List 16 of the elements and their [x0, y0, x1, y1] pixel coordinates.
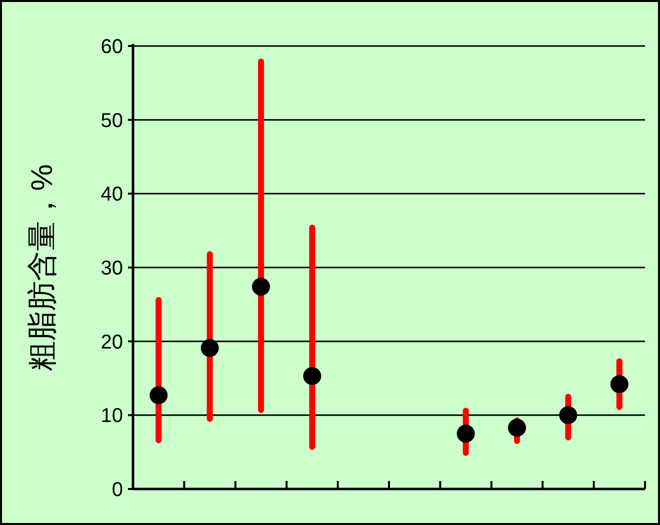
point — [252, 278, 270, 296]
y-tick-label: 50 — [100, 110, 123, 132]
y-tick-label: 10 — [100, 405, 123, 428]
point — [200, 338, 219, 357]
y-axis-title: 粗脂肪含量，% — [26, 164, 59, 371]
y-tick-label: 60 — [100, 36, 123, 58]
y-tick-label: 20 — [100, 331, 123, 354]
point — [303, 367, 322, 386]
point — [508, 418, 526, 437]
point — [610, 375, 628, 394]
y-tick-label: 0 — [112, 479, 123, 501]
y-tick-label: 40 — [100, 184, 123, 206]
point — [559, 406, 578, 424]
point — [150, 386, 168, 404]
y-tick-label: 30 — [100, 258, 123, 280]
point — [456, 424, 475, 443]
